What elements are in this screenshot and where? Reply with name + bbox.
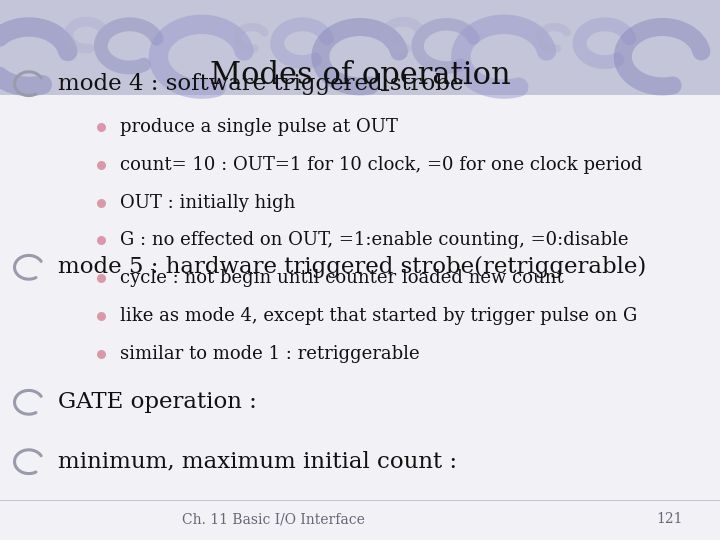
Text: Modes of operation: Modes of operation [210, 60, 510, 91]
Text: similar to mode 1 : retriggerable: similar to mode 1 : retriggerable [120, 345, 420, 363]
Text: cycle : not begin until counter loaded new count: cycle : not begin until counter loaded n… [120, 269, 564, 287]
Text: like as mode 4, except that started by trigger pulse on G: like as mode 4, except that started by t… [120, 307, 637, 325]
Text: 121: 121 [657, 512, 683, 526]
Text: Ch. 11 Basic I/O Interface: Ch. 11 Basic I/O Interface [182, 512, 365, 526]
Text: mode 5 : hardware triggered strobe(retriggerable): mode 5 : hardware triggered strobe(retri… [58, 256, 646, 278]
Text: minimum, maximum initial count :: minimum, maximum initial count : [58, 451, 456, 472]
Text: produce a single pulse at OUT: produce a single pulse at OUT [120, 118, 398, 136]
FancyBboxPatch shape [0, 0, 720, 94]
Text: count= 10 : OUT=1 for 10 clock, =0 for one clock period: count= 10 : OUT=1 for 10 clock, =0 for o… [120, 156, 643, 174]
Text: G : no effected on OUT, =1:enable counting, =0:disable: G : no effected on OUT, =1:enable counti… [120, 231, 629, 249]
Text: GATE operation :: GATE operation : [58, 392, 256, 413]
Text: OUT : initially high: OUT : initially high [120, 193, 296, 212]
Text: mode 4 : software triggered strobe: mode 4 : software triggered strobe [58, 73, 463, 94]
